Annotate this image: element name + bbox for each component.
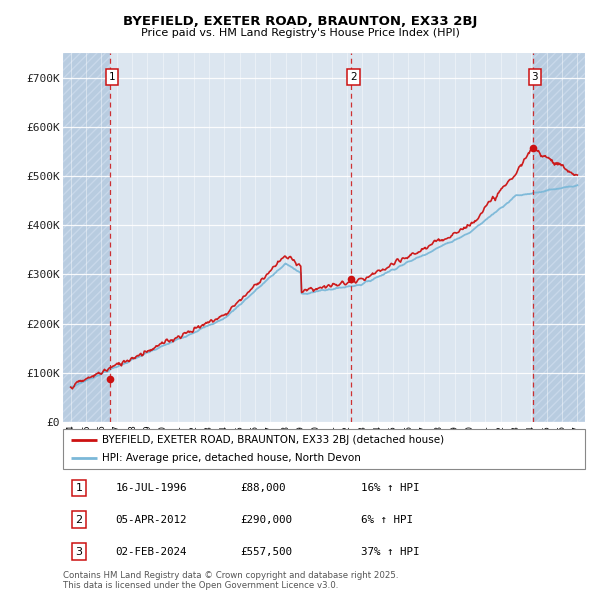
Bar bbox=[63, 53, 110, 422]
Text: 16-JUL-1996: 16-JUL-1996 bbox=[115, 483, 187, 493]
Text: BYEFIELD, EXETER ROAD, BRAUNTON, EX33 2BJ (detached house): BYEFIELD, EXETER ROAD, BRAUNTON, EX33 2B… bbox=[102, 435, 444, 445]
FancyBboxPatch shape bbox=[63, 429, 585, 469]
Text: 1: 1 bbox=[109, 72, 115, 82]
Text: 2: 2 bbox=[350, 72, 356, 82]
Text: £88,000: £88,000 bbox=[241, 483, 286, 493]
Text: BYEFIELD, EXETER ROAD, BRAUNTON, EX33 2BJ: BYEFIELD, EXETER ROAD, BRAUNTON, EX33 2B… bbox=[123, 15, 477, 28]
Text: 37% ↑ HPI: 37% ↑ HPI bbox=[361, 547, 419, 556]
Text: 16% ↑ HPI: 16% ↑ HPI bbox=[361, 483, 419, 493]
Text: 3: 3 bbox=[532, 72, 538, 82]
Text: 6% ↑ HPI: 6% ↑ HPI bbox=[361, 515, 413, 525]
Text: Price paid vs. HM Land Registry's House Price Index (HPI): Price paid vs. HM Land Registry's House … bbox=[140, 28, 460, 38]
Text: Contains HM Land Registry data © Crown copyright and database right 2025.
This d: Contains HM Land Registry data © Crown c… bbox=[63, 571, 398, 590]
Text: £557,500: £557,500 bbox=[241, 547, 292, 556]
Text: £290,000: £290,000 bbox=[241, 515, 292, 525]
Text: 3: 3 bbox=[76, 547, 83, 556]
Bar bbox=[533, 53, 585, 422]
Text: 2: 2 bbox=[76, 515, 83, 525]
Text: HPI: Average price, detached house, North Devon: HPI: Average price, detached house, Nort… bbox=[102, 453, 361, 463]
Text: 02-FEB-2024: 02-FEB-2024 bbox=[115, 547, 187, 556]
Text: 05-APR-2012: 05-APR-2012 bbox=[115, 515, 187, 525]
Text: 1: 1 bbox=[76, 483, 83, 493]
